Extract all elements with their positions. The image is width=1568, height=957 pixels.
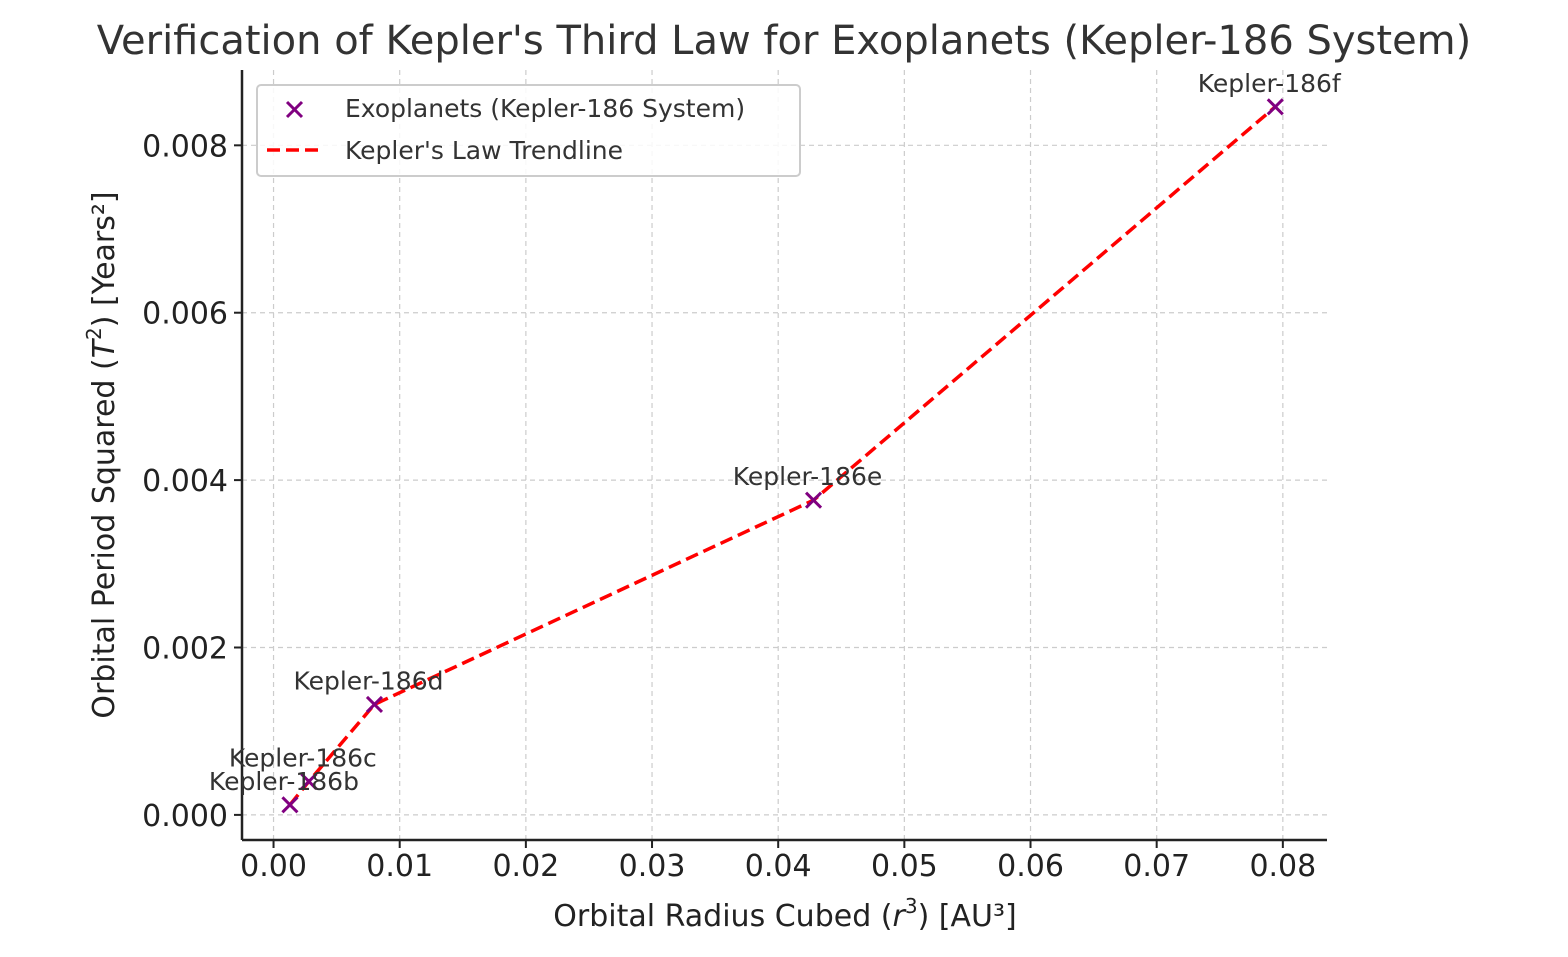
x-tick-label: 0.07 [1123,849,1190,884]
y-tick-label: 0.002 [142,632,228,667]
x-tick-label: 0.01 [366,849,433,884]
data-point-label: Kepler-186c [229,743,377,772]
legend-label-exoplanets: Exoplanets (Kepler-186 System) [345,94,745,123]
y-axis-label-sup: 2 [82,327,106,340]
x-tick-label: 0.00 [240,849,307,884]
y-axis-label-var: T [87,337,122,358]
x-axis-label-prefix: Orbital Radius Cubed ( [553,899,892,934]
y-tick-label: 0.008 [142,129,228,164]
data-point-label: Kepler-186b [209,767,359,796]
x-tick-label: 0.03 [619,849,686,884]
data-point-label: Kepler-186f [1198,69,1342,98]
y-axis-label-prefix: Orbital Period Squared ( [87,358,122,718]
x-axis-label: Orbital Radius Cubed (r3) [AU³] [553,894,1016,934]
x-axis-label-suffix: ) [AU³] [918,899,1017,934]
chart-title: Verification of Kepler's Third Law for E… [97,18,1472,64]
y-axis-label: Orbital Period Squared (T2) [Years²] [82,191,122,718]
y-tick-label: 0.000 [142,799,228,834]
data-point-label: Kepler-186d [293,666,443,695]
tick-labels: 0.00 0.01 0.02 0.03 0.04 0.05 0.06 0.07 0.08 0.00… [142,129,1316,884]
x-axis-label-var: r [892,899,906,934]
x-axis-label-sup: 3 [905,894,918,918]
legend: Exoplanets (Kepler-186 System) Kepler's … [256,84,801,177]
y-tick-label: 0.006 [142,297,228,332]
data-point-marker [1266,98,1284,116]
data-point-label: Kepler-186e [733,462,883,491]
x-tick-label: 0.06 [997,849,1064,884]
data-point-marker [365,695,384,713]
y-axis-label-suffix: ) [Years²] [87,191,122,327]
data-point-marker [804,491,823,509]
x-tick-label: 0.08 [1249,849,1316,884]
legend-label-trendline: Kepler's Law Trendline [345,136,623,165]
exoplanet-series [281,98,1284,814]
x-tick-label: 0.02 [492,849,559,884]
x-tick-label: 0.05 [871,849,938,884]
data-point-marker [300,772,318,790]
x-tick-label: 0.04 [745,849,812,884]
legend-marker-x [285,100,304,119]
axes [234,70,1327,848]
legend-frame [256,84,801,177]
y-tick-label: 0.004 [142,464,228,499]
data-point-marker [281,796,299,814]
